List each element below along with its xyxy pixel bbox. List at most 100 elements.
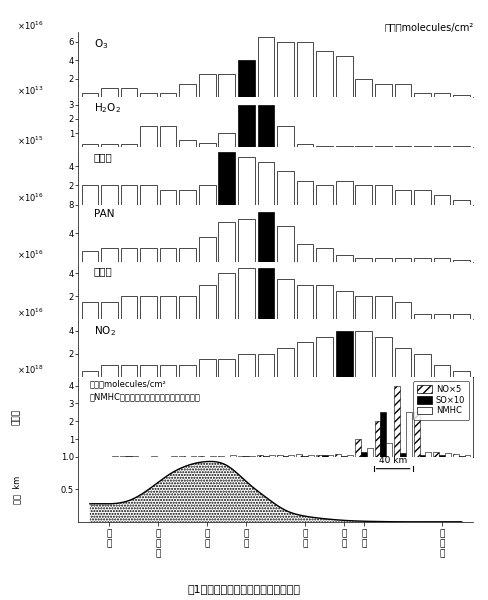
Bar <box>302 456 308 457</box>
Bar <box>199 359 216 377</box>
Bar <box>386 443 392 457</box>
Bar <box>375 259 392 262</box>
Bar <box>160 248 176 262</box>
Bar <box>434 93 450 97</box>
Bar <box>121 185 137 205</box>
Bar <box>355 259 372 262</box>
Text: ×10$^{16}$: ×10$^{16}$ <box>17 307 43 319</box>
Bar <box>160 190 176 205</box>
Bar <box>336 331 352 377</box>
Bar <box>395 302 411 319</box>
Bar <box>375 185 392 205</box>
Bar <box>406 412 412 457</box>
Bar <box>355 146 372 147</box>
Bar <box>341 456 347 457</box>
Bar <box>414 93 431 97</box>
Bar <box>355 79 372 97</box>
Bar <box>81 251 98 262</box>
Text: O$_3$: O$_3$ <box>94 38 108 52</box>
Bar <box>277 171 294 205</box>
Bar <box>297 145 313 147</box>
Bar <box>180 365 196 377</box>
Text: H$_2$O$_2$: H$_2$O$_2$ <box>94 101 121 115</box>
Bar <box>335 454 341 457</box>
Bar <box>277 279 294 319</box>
Text: ×10$^{15}$: ×10$^{15}$ <box>17 134 43 146</box>
Bar <box>140 93 157 97</box>
Bar <box>453 314 470 319</box>
Bar <box>395 348 411 377</box>
Text: ×10$^{16}$: ×10$^{16}$ <box>17 191 43 204</box>
Bar <box>160 93 176 97</box>
Bar <box>277 126 294 147</box>
Bar <box>316 185 333 205</box>
Bar <box>180 140 196 147</box>
Bar <box>414 146 431 147</box>
Bar <box>277 226 294 262</box>
Bar <box>453 371 470 377</box>
Bar <box>316 248 333 262</box>
Bar <box>238 104 255 147</box>
Bar <box>219 74 235 97</box>
Bar <box>465 455 470 457</box>
Bar <box>81 93 98 97</box>
Bar <box>258 37 274 97</box>
Bar <box>230 455 236 457</box>
Bar <box>375 337 392 377</box>
Bar <box>121 88 137 97</box>
Bar <box>269 455 275 457</box>
Bar <box>219 274 235 319</box>
Text: 硬酸塩: 硬酸塩 <box>94 152 113 162</box>
Bar <box>140 126 157 147</box>
Bar <box>258 104 274 147</box>
Bar <box>336 255 352 262</box>
Text: ×10$^{18}$: ×10$^{18}$ <box>17 364 43 376</box>
Bar <box>297 244 313 262</box>
Bar <box>355 185 372 205</box>
Bar <box>316 285 333 319</box>
Bar <box>238 354 255 377</box>
Bar <box>219 152 235 205</box>
Bar <box>316 51 333 97</box>
Bar <box>199 237 216 262</box>
Bar <box>171 456 177 457</box>
Bar <box>101 248 118 262</box>
Bar <box>120 456 126 457</box>
Bar <box>199 285 216 319</box>
Bar <box>453 146 470 147</box>
Bar <box>459 456 465 457</box>
Bar <box>283 456 288 457</box>
Bar <box>140 185 157 205</box>
Bar <box>394 386 400 457</box>
Bar <box>112 456 118 457</box>
Bar <box>191 456 197 457</box>
Bar <box>420 455 426 457</box>
Text: NO$_2$: NO$_2$ <box>94 324 116 338</box>
Bar <box>434 365 450 377</box>
Bar <box>180 83 196 97</box>
Bar <box>199 143 216 147</box>
Bar <box>395 190 411 205</box>
Bar <box>361 452 366 457</box>
Bar <box>445 454 451 457</box>
Bar <box>101 365 118 377</box>
Bar <box>140 365 157 377</box>
Bar <box>316 337 333 377</box>
Text: ×10$^{13}$: ×10$^{13}$ <box>17 85 43 97</box>
Bar <box>355 331 372 377</box>
Bar <box>288 455 294 457</box>
Bar <box>336 56 352 97</box>
Bar <box>434 146 450 147</box>
Bar <box>101 185 118 205</box>
Bar <box>355 439 361 457</box>
Legend: NO×5, SO×10, NMHC: NO×5, SO×10, NMHC <box>413 381 469 419</box>
Bar <box>81 145 98 147</box>
Bar <box>316 146 333 147</box>
Bar <box>249 456 255 457</box>
Bar <box>316 455 322 457</box>
Bar <box>434 195 450 205</box>
Bar <box>426 452 431 457</box>
Bar <box>238 219 255 262</box>
Bar <box>297 42 313 97</box>
Bar <box>414 354 431 377</box>
